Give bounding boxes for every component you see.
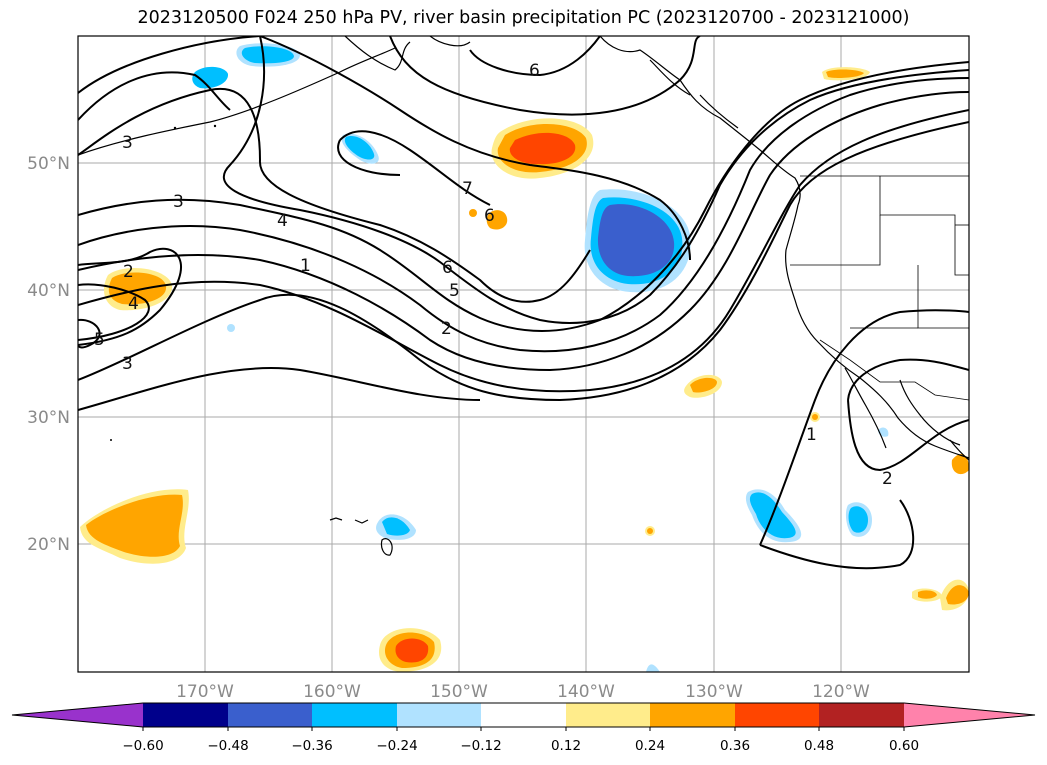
colorbar-extend-low [12, 703, 143, 727]
coastlines [78, 36, 969, 556]
colorbar-extend-high [904, 703, 1035, 727]
contour-label: 3 [173, 192, 184, 212]
contour-label: 2 [441, 319, 452, 339]
contour-label: 6 [484, 206, 495, 226]
lon-label: 140°W [557, 682, 615, 702]
contour-label: 2 [123, 262, 134, 282]
colorbar-tick-label: −0.36 [291, 738, 332, 754]
colorbar-segment [650, 703, 735, 727]
colorbar-tick-label: −0.48 [207, 738, 248, 754]
colorbar: −0.60 −0.48 −0.36 −0.24 −0.12 0.12 0.24 … [11, 702, 1036, 754]
contour-label: 1 [300, 256, 311, 276]
contour-label: 6 [442, 258, 453, 278]
contour-label: 4 [128, 294, 139, 314]
contour-label: 4 [277, 211, 288, 231]
longitude-labels: 170°W 160°W 150°W 140°W 130°W 120°W [176, 682, 870, 702]
colorbar-segment [312, 703, 397, 727]
colorbar-tick-label: 0.36 [720, 738, 750, 754]
lat-label: 50°N [27, 154, 70, 174]
contour-label: 3 [122, 354, 133, 374]
colorbar-tick-label: 0.12 [551, 738, 581, 754]
lon-label: 120°W [812, 682, 870, 702]
contour-label: 5 [449, 281, 460, 301]
colorbar-segment [735, 703, 819, 727]
colorbar-tick-label: 0.24 [635, 738, 665, 754]
contour-label-group: 6 3 3 4 1 6 5 2 7 6 2 4 5 3 1 2 [94, 61, 893, 489]
colorbar-tick-label: −0.12 [460, 738, 501, 754]
contour-label: 7 [462, 179, 473, 199]
borders [790, 175, 969, 401]
colorbar-tick-label: −0.60 [122, 738, 163, 754]
lat-label: 30°N [27, 408, 70, 428]
colorbar-segment [397, 703, 481, 727]
contour-label: 3 [122, 133, 133, 153]
lon-label: 150°W [430, 682, 488, 702]
contour-label: 1 [806, 425, 817, 445]
colorbar-segment [819, 703, 904, 727]
lon-label: 160°W [303, 682, 361, 702]
colorbar-tick-label: 0.60 [889, 738, 919, 754]
lon-label: 130°W [685, 682, 743, 702]
contour-label: 5 [94, 330, 105, 350]
contour-label: 2 [882, 469, 893, 489]
map-frame [77, 35, 970, 673]
latitude-labels: 50°N 40°N 30°N 20°N [27, 154, 70, 555]
colorbar-tick-label: −0.24 [376, 738, 417, 754]
map-title: 2023120500 F024 250 hPa PV, river basin … [137, 8, 910, 28]
colorbar-segment [481, 703, 566, 727]
colorbar-segment [143, 703, 228, 727]
lat-label: 40°N [27, 281, 70, 301]
lat-label: 20°N [27, 535, 70, 555]
contour-label: 6 [529, 61, 540, 81]
colorbar-segment [566, 703, 650, 727]
precip-shading [80, 43, 969, 672]
colorbar-segment [228, 703, 312, 727]
lon-label: 170°W [176, 682, 234, 702]
colorbar-tick-label: 0.48 [804, 738, 834, 754]
pv-contours [78, 36, 969, 570]
